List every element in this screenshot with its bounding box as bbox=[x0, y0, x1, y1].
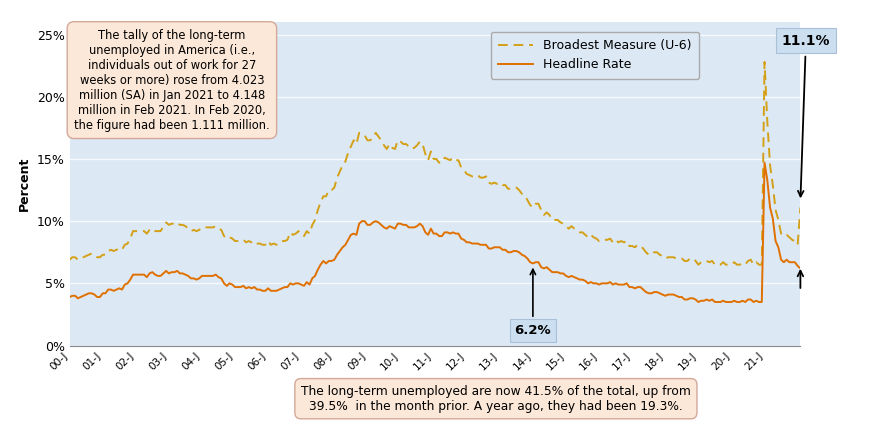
Headline Rate bbox=[759, 160, 769, 165]
Y-axis label: Percent: Percent bbox=[18, 157, 31, 211]
Headline Rate bbox=[163, 271, 174, 276]
Headline Rate bbox=[340, 242, 350, 248]
Line: Broadest Measure (U-6): Broadest Measure (U-6) bbox=[70, 62, 799, 265]
X-axis label: Year and Month: Year and Month bbox=[379, 377, 490, 391]
Headline Rate bbox=[693, 299, 703, 305]
Broadest Measure (U-6) bbox=[759, 59, 769, 65]
Headline Rate bbox=[604, 280, 614, 285]
Broadest Measure (U-6) bbox=[794, 205, 805, 210]
Broadest Measure (U-6) bbox=[653, 252, 664, 257]
Broadest Measure (U-6) bbox=[604, 236, 614, 241]
Text: 11.1%: 11.1% bbox=[780, 34, 829, 196]
Headline Rate bbox=[64, 295, 75, 300]
Broadest Measure (U-6) bbox=[208, 225, 218, 230]
Broadest Measure (U-6) bbox=[698, 260, 708, 265]
Broadest Measure (U-6) bbox=[340, 159, 350, 164]
Headline Rate bbox=[208, 273, 218, 279]
Line: Headline Rate: Headline Rate bbox=[70, 163, 799, 302]
Text: The long-term unemployed are now 41.5% of the total, up from
39.5%  in the month: The long-term unemployed are now 41.5% o… bbox=[301, 385, 690, 413]
Text: 6.2%: 6.2% bbox=[514, 269, 551, 337]
Broadest Measure (U-6) bbox=[64, 257, 75, 262]
Text: The tally of the long-term
unemployed in America (i.e.,
individuals out of work : The tally of the long-term unemployed in… bbox=[74, 29, 269, 132]
Headline Rate bbox=[698, 298, 708, 303]
Headline Rate bbox=[653, 291, 664, 296]
Legend: Broadest Measure (U-6), Headline Rate: Broadest Measure (U-6), Headline Rate bbox=[490, 31, 699, 79]
Broadest Measure (U-6) bbox=[163, 222, 174, 228]
Broadest Measure (U-6) bbox=[693, 262, 703, 268]
Headline Rate bbox=[794, 266, 805, 271]
